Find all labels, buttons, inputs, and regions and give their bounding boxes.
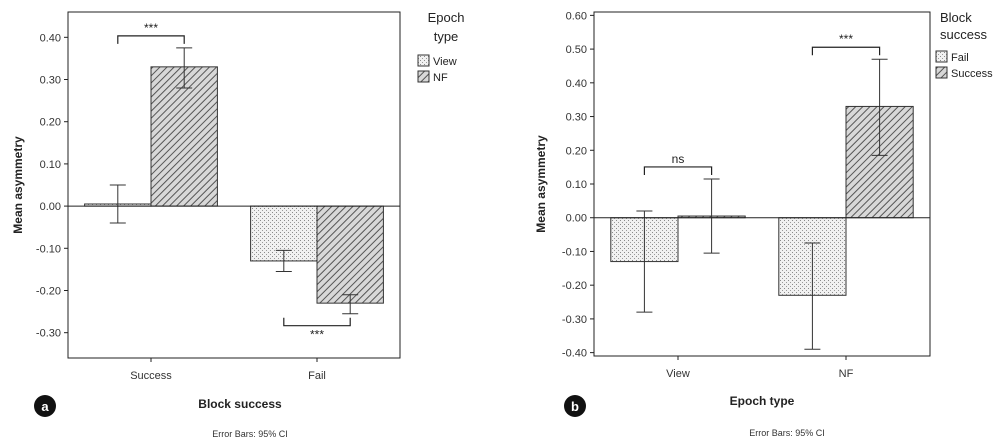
significance-bracket (643, 166, 713, 175)
significance-label: *** (310, 328, 324, 342)
x-tick-label: Success (130, 370, 172, 382)
panel-b: 0.60 0.50 0.40 0.30 0.20 0.10 0.00 -0.10 -0.20 -0… (534, 10, 993, 438)
legend-swatch (935, 66, 948, 79)
y-tick-label: 0.10 (40, 159, 61, 171)
y-tick-label: -0.20 (36, 285, 61, 297)
significance-bracket (283, 317, 351, 327)
y-axis-label: Mean asymmetry (11, 136, 25, 234)
significance-bracket (117, 35, 185, 44)
bar (316, 205, 384, 304)
legend-label: View (433, 56, 457, 68)
y-tick-label: 0.00 (40, 201, 61, 213)
y-tick-label: -0.30 (36, 328, 61, 340)
panel-badge (34, 395, 56, 417)
plot-frame (67, 11, 401, 359)
x-tick-label: Fail (308, 370, 326, 382)
y-tick-label: 0.60 (566, 10, 587, 22)
y-tick-label: 0.00 (566, 213, 587, 225)
x-tick-label: NF (839, 368, 854, 380)
panel-badge-label: b (571, 399, 579, 414)
bar (150, 66, 218, 207)
legend-label: NF (433, 72, 448, 84)
y-tick-label: 0.30 (566, 112, 587, 124)
legend-title: Block (940, 10, 972, 25)
y-tick-label: 0.40 (40, 32, 61, 44)
y-tick-label: 0.10 (566, 179, 587, 191)
legend-label: Fail (951, 52, 969, 64)
y-axis-label: Mean asymmetry (534, 135, 548, 233)
legend-swatch (417, 54, 430, 67)
footnote: Error Bars: 95% CI (749, 428, 825, 438)
y-tick-label: 0.50 (566, 44, 587, 56)
legend-swatch (935, 50, 948, 63)
y-tick-label: -0.40 (562, 348, 587, 360)
y-tick-label: 0.40 (566, 78, 587, 90)
panel-a: 0.40 0.30 0.20 0.10 0.00 -0.10 -0.20 -0.30 Succe… (11, 10, 464, 439)
y-tick-label: -0.10 (562, 246, 587, 258)
y-tick-label: 0.30 (40, 75, 61, 87)
significance-label: ns (672, 152, 685, 166)
legend-title: type (434, 29, 459, 44)
significance-label: *** (839, 32, 853, 46)
panel-badge-label: a (41, 399, 49, 414)
significance-label: *** (144, 21, 158, 35)
legend-title: success (940, 27, 987, 42)
y-tick-label: -0.30 (562, 314, 587, 326)
x-axis-label: Block success (198, 397, 282, 411)
x-tick-label: View (666, 368, 690, 380)
footnote: Error Bars: 95% CI (212, 429, 288, 439)
y-tick-label: 0.20 (566, 145, 587, 157)
legend-swatch (417, 70, 430, 83)
significance-bracket (811, 46, 881, 56)
x-axis-label: Epoch type (730, 394, 795, 408)
legend-label: Success (951, 68, 993, 80)
legend-title: Epoch (428, 10, 465, 25)
y-tick-label: -0.20 (562, 280, 587, 292)
y-tick-label: 0.20 (40, 117, 61, 129)
y-tick-label: -0.10 (36, 243, 61, 255)
panel-badge (564, 395, 586, 417)
